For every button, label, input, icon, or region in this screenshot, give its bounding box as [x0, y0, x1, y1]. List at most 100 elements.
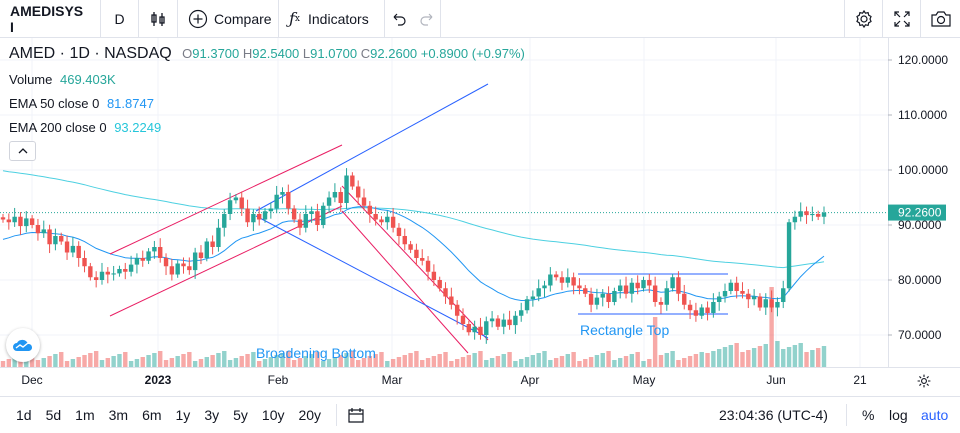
time-axis[interactable]: Dec 2023 Feb Mar Apr May Jun 21	[0, 367, 960, 388]
undo-button[interactable]	[385, 0, 413, 38]
ema50-legend[interactable]: EMA 50 close 0 81.8747	[9, 96, 154, 111]
candle-body	[623, 285, 629, 294]
axis-settings-button[interactable]	[913, 370, 935, 392]
range-button-5d[interactable]: 5d	[45, 407, 62, 423]
candle-body	[169, 266, 175, 275]
volume-bar	[472, 353, 477, 367]
pattern-line[interactable]	[109, 144, 343, 255]
log-toggle[interactable]: log	[889, 407, 908, 423]
volume-bar	[268, 357, 274, 367]
range-button-6m[interactable]: 6m	[142, 407, 162, 423]
candle-body	[775, 302, 780, 308]
volume-bar	[111, 356, 116, 367]
pattern-line[interactable]	[341, 185, 489, 341]
volume-bar	[425, 358, 431, 367]
candle-body	[379, 219, 384, 223]
range-button-5y[interactable]: 5y	[233, 407, 248, 423]
range-button-1m[interactable]: 1m	[75, 407, 95, 423]
camera-icon	[930, 10, 952, 28]
pattern-line[interactable]	[341, 210, 469, 354]
volume-bar	[600, 353, 605, 367]
candle-body	[262, 211, 268, 220]
settings-icon	[854, 9, 874, 29]
high-label: H	[242, 46, 253, 61]
candle-body	[600, 293, 605, 298]
time-tick-label: Mar	[382, 373, 403, 387]
volume-bar	[76, 357, 81, 367]
volume-bar	[478, 351, 483, 367]
candle-body	[146, 251, 151, 261]
candle-body	[565, 277, 571, 283]
fullscreen-icon	[893, 10, 911, 28]
price-axis[interactable]: 120.0000 110.0000 100.0000 90.0000 80.0000 70…	[888, 38, 960, 368]
range-button-3m[interactable]: 3m	[108, 407, 129, 423]
volume-bar	[786, 347, 792, 367]
volume-bar	[59, 352, 64, 367]
interval-button[interactable]: D	[101, 0, 139, 38]
symbol-search-button[interactable]: AMEDISYS I	[0, 0, 101, 38]
chart-style-button[interactable]	[139, 0, 178, 38]
fullscreen-button[interactable]	[882, 0, 920, 38]
volume-legend[interactable]: Volume 469.403K	[9, 72, 116, 87]
volume-label: Volume	[9, 72, 53, 87]
time-tick-label: May	[633, 373, 656, 387]
collapse-legend-button[interactable]	[9, 141, 36, 161]
pattern-line[interactable]	[109, 205, 343, 317]
candle-body	[583, 288, 588, 294]
volume-bar	[286, 351, 291, 367]
volume-bar	[181, 354, 186, 367]
range-button-1d[interactable]: 1d	[16, 407, 32, 423]
volume-value: 469.403K	[60, 72, 116, 87]
volume-bar	[612, 360, 617, 367]
range-button-3y[interactable]: 3y	[204, 407, 220, 423]
open-value: 91.3700	[192, 46, 240, 61]
candle-body	[216, 227, 221, 247]
candle-body	[553, 274, 559, 278]
volume-bar	[350, 351, 355, 367]
candle-body	[0, 217, 6, 220]
chart-canvas[interactable]: 120.0000 110.0000 100.0000 90.0000 80.0000 70…	[0, 38, 960, 396]
screenshot-button[interactable]	[920, 0, 960, 38]
volume-bar	[93, 351, 99, 367]
candle-body	[425, 260, 431, 272]
logo[interactable]	[6, 328, 40, 362]
grid	[0, 38, 888, 368]
price-tick-label: 90.0000	[898, 218, 942, 232]
candle-body	[396, 227, 402, 236]
candle-body	[414, 249, 419, 258]
volume-bar	[123, 352, 128, 367]
candle-body	[460, 315, 466, 324]
auto-toggle[interactable]: auto	[921, 407, 949, 423]
candle-body	[612, 291, 617, 302]
range-button-20y[interactable]: 20y	[298, 407, 322, 423]
date-range-button[interactable]	[347, 406, 365, 424]
volume-bar	[629, 354, 635, 367]
pattern-line[interactable]	[255, 215, 489, 339]
candle-body	[291, 208, 297, 220]
percent-toggle[interactable]: %	[862, 407, 875, 423]
range-button-1y[interactable]: 1y	[175, 407, 191, 423]
candle-body	[746, 293, 751, 300]
volume-bar	[821, 346, 827, 367]
candle-body	[466, 324, 472, 333]
candle-body	[350, 175, 355, 187]
settings-button[interactable]	[844, 0, 882, 38]
candles	[0, 168, 827, 344]
clock-time[interactable]: 23:04:36 (UTC-4)	[719, 407, 828, 423]
range-button-10y[interactable]: 10y	[261, 407, 285, 423]
volume-bar	[641, 361, 646, 367]
volume-bar	[507, 352, 512, 367]
ema200-legend[interactable]: EMA 200 close 0 93.2249	[9, 120, 161, 135]
volume-bar	[519, 359, 524, 367]
pattern-drawings[interactable]	[109, 83, 728, 354]
range-buttons: 1d 5d 1m 3m 6m 1y 3y 5y 10y 20y	[9, 407, 328, 423]
candle-body	[233, 197, 239, 201]
redo-button[interactable]	[413, 0, 441, 38]
candle-body	[682, 293, 687, 305]
compare-button[interactable]: Compare	[178, 0, 279, 38]
volume-bar	[798, 343, 803, 367]
candle-body	[59, 236, 64, 242]
pattern-line[interactable]	[255, 83, 489, 212]
candle-body	[256, 214, 262, 220]
